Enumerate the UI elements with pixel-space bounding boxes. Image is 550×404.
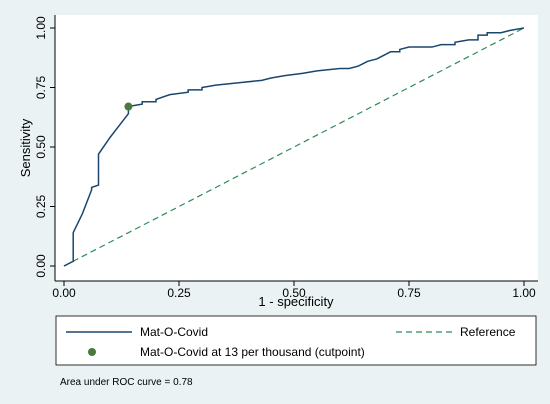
x-tick-label: 0.00 [52,286,76,300]
y-ticks: 0.00 0.25 0.50 0.75 1.00 [34,16,55,278]
y-tick-label: 1.00 [34,16,48,40]
reference-line [63,27,525,267]
roc-curve [63,27,525,267]
x-ticks: 0.00 0.25 0.50 0.75 1.00 [52,281,536,300]
legend: Mat-O-Covid Reference Mat-O-Covid at 13 … [55,315,537,366]
x-tick-label: 0.25 [167,286,191,300]
plot-area [55,15,538,281]
y-tick-label: 0.25 [34,194,48,218]
y-axis-label: Sensitivity [18,118,33,177]
y-tick-label: 0.00 [34,254,48,278]
cutpoint-marker [124,102,133,111]
y-tick-label: 0.75 [34,75,48,99]
legend-cutpoint-swatch [88,348,96,356]
legend-box [55,315,537,366]
legend-cutpoint-label: Mat-O-Covid at 13 per thousand (cutpoint… [140,345,365,359]
x-tick-label: 0.75 [397,286,421,300]
x-tick-label: 1.00 [512,286,536,300]
plot-lines [63,27,525,267]
axes [54,15,538,282]
y-tick-label: 0.50 [34,135,48,159]
auc-note: Area under ROC curve = 0.78 [60,377,193,388]
legend-reference-label: Reference [460,325,516,339]
legend-curve-label: Mat-O-Covid [140,325,208,339]
x-axis-label: 1 - specificity [258,294,334,309]
x-tick-label: 0.50 [282,286,306,300]
